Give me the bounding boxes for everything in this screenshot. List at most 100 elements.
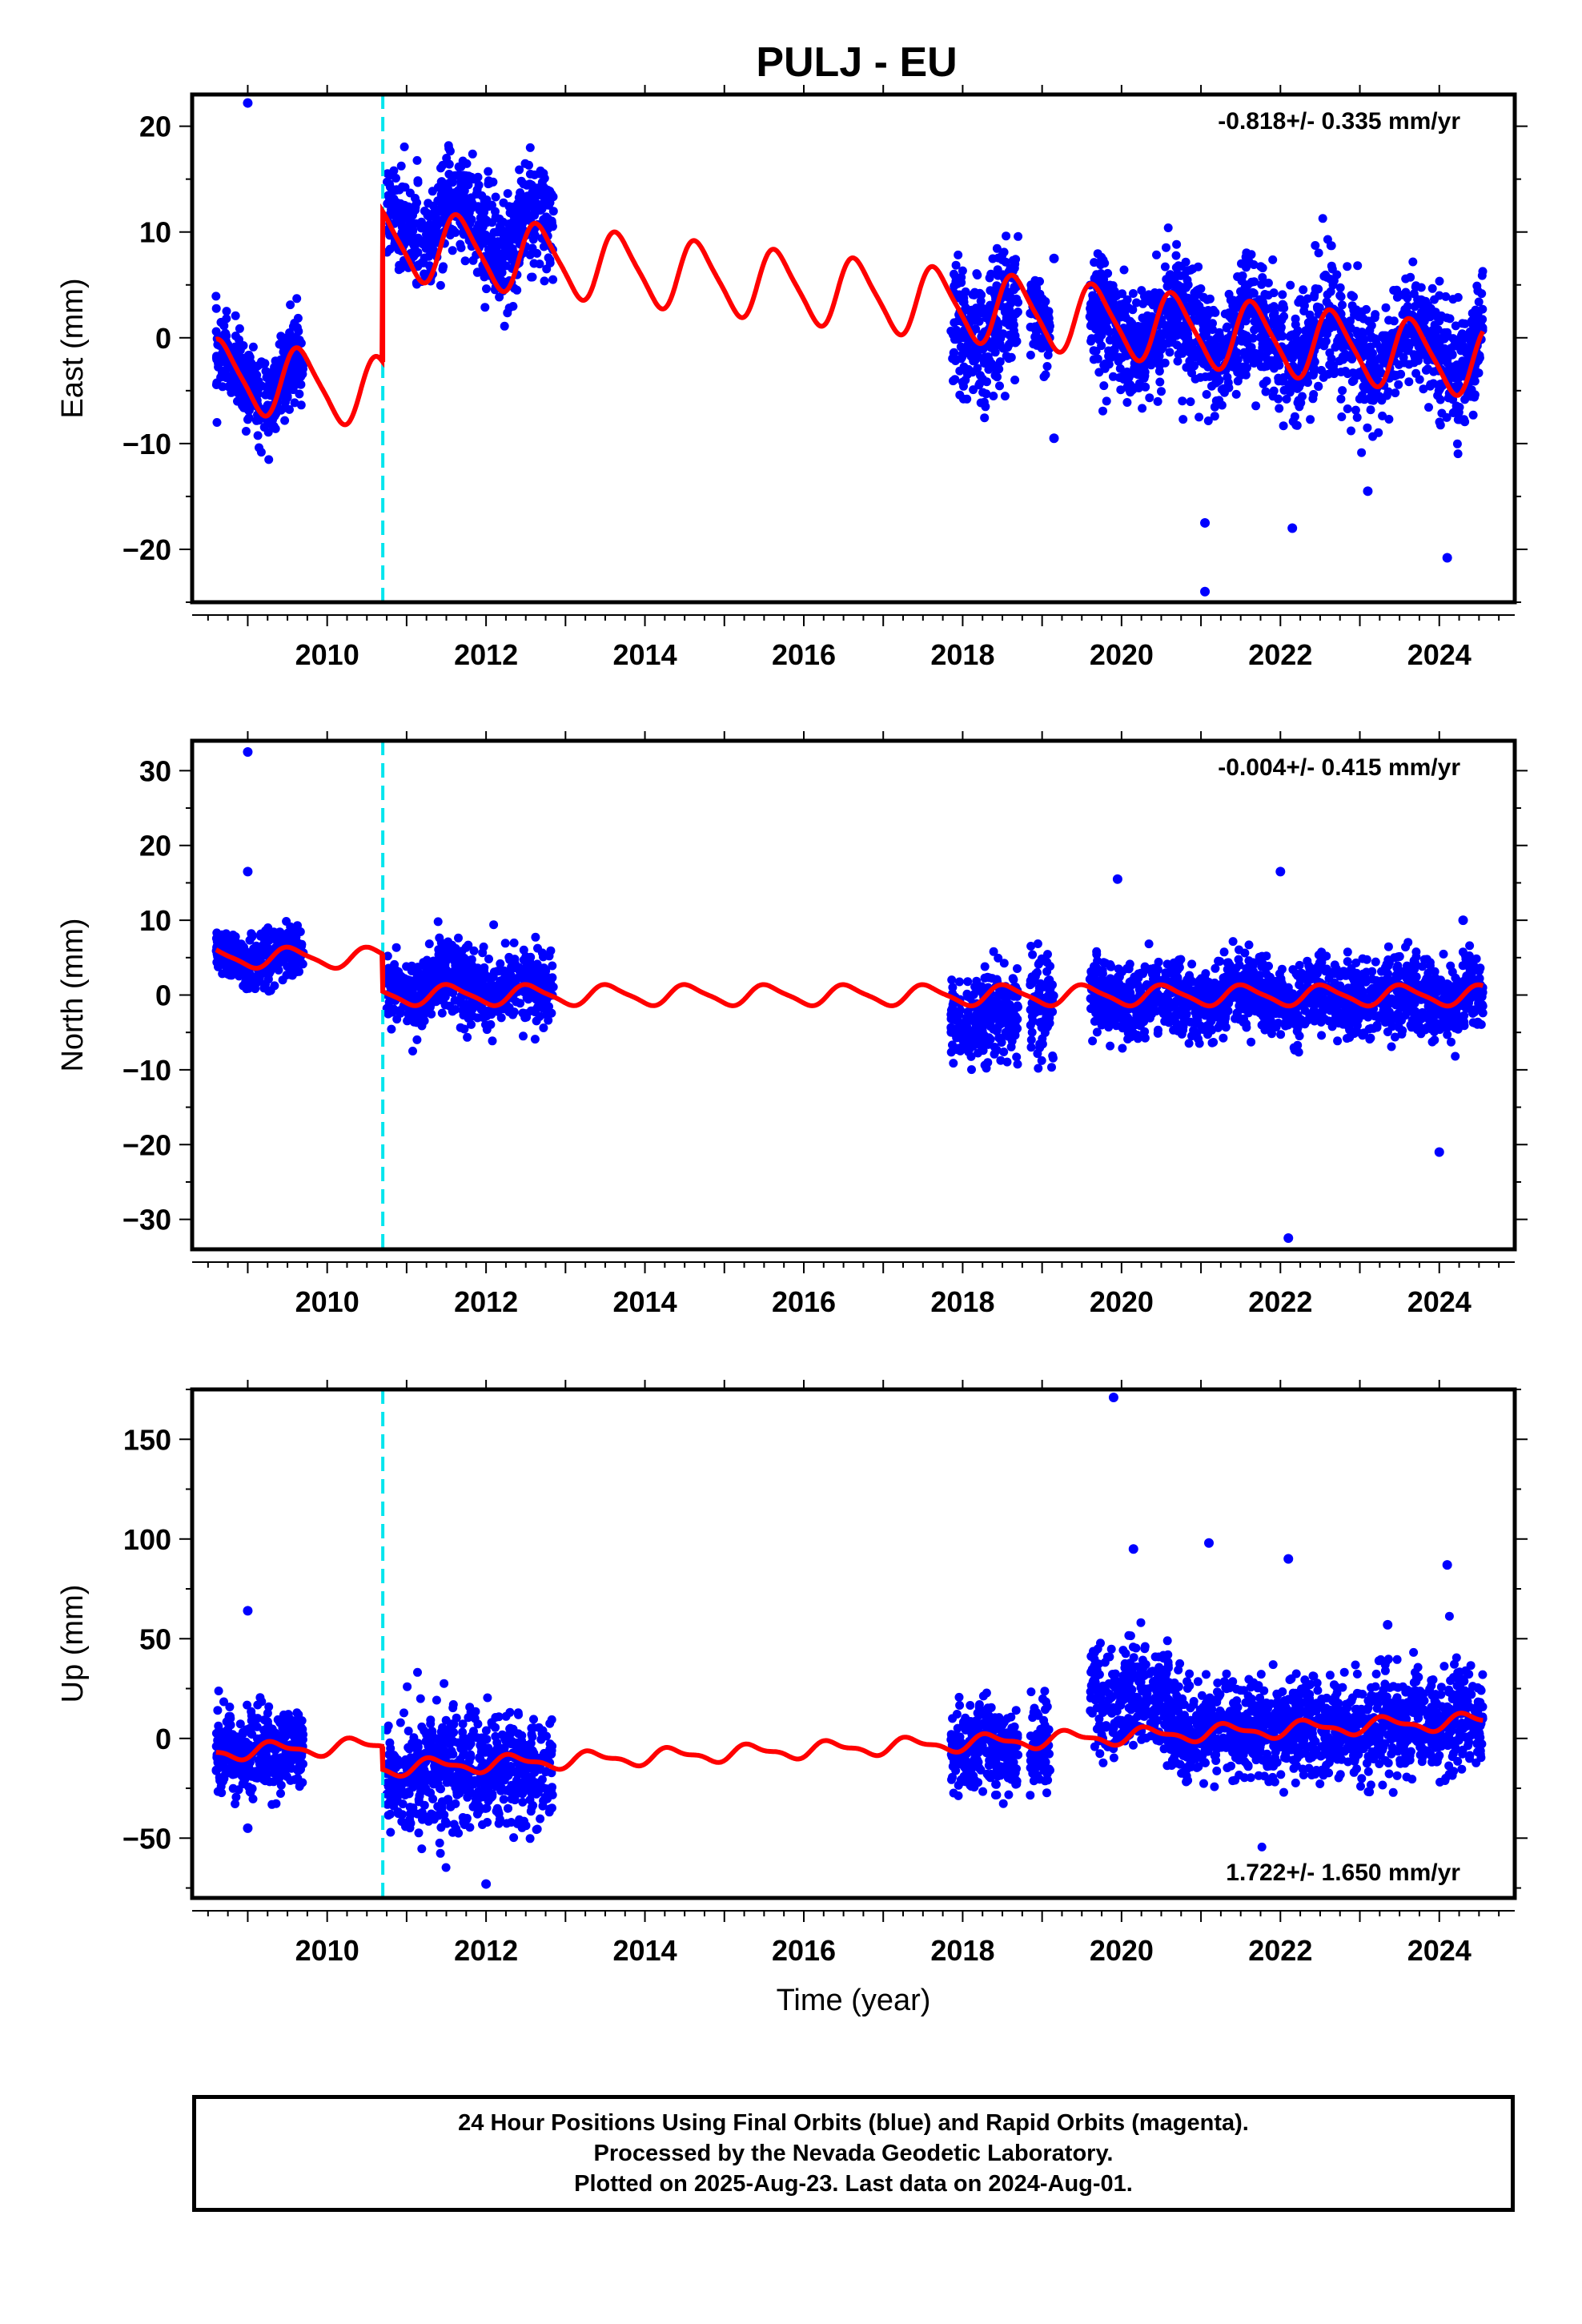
east-point [1145, 297, 1154, 307]
north-point [462, 972, 472, 981]
north-point [266, 967, 275, 976]
north-point [1002, 1010, 1012, 1019]
east-point [1094, 300, 1104, 309]
north-point [387, 1007, 396, 1017]
east-point [1437, 408, 1447, 418]
east-point [392, 202, 402, 211]
east-point [1174, 280, 1183, 290]
east-model-curve [215, 203, 1485, 428]
east-point [1172, 239, 1182, 249]
east-point [951, 260, 961, 270]
north-point [245, 935, 255, 945]
east-point [1157, 387, 1166, 396]
east-point [1451, 321, 1460, 331]
east-point [444, 170, 454, 179]
east-point [998, 251, 1007, 260]
east-point [1032, 340, 1042, 350]
east-point [1152, 250, 1161, 259]
east-point [412, 198, 422, 207]
east-point [544, 187, 554, 196]
east-point [1043, 350, 1053, 360]
east-point [1236, 371, 1246, 380]
east-point [1006, 337, 1016, 347]
east-point [506, 229, 515, 239]
east-point [1228, 296, 1238, 305]
north-point [412, 1035, 422, 1044]
east-point [494, 251, 504, 260]
east-point [1452, 439, 1462, 448]
east-point [1309, 316, 1319, 325]
east-point [990, 348, 1000, 357]
east-point [496, 220, 505, 230]
north-point [387, 1024, 396, 1034]
east-point [263, 418, 272, 428]
east-point [1257, 279, 1267, 289]
north-point [403, 1016, 412, 1026]
east-point [537, 178, 547, 187]
north-point [383, 951, 392, 961]
east-point [1272, 324, 1282, 334]
east-point [1258, 273, 1267, 282]
east-point [1250, 277, 1259, 287]
east-point [1217, 384, 1227, 394]
east-point [265, 374, 275, 384]
east-point [1217, 400, 1227, 410]
east-point [253, 431, 263, 440]
east-x-tick-label: 2016 [772, 638, 836, 671]
east-point [1027, 283, 1036, 293]
north-point [262, 927, 271, 937]
east-point [1471, 308, 1480, 318]
north-point [481, 1020, 490, 1029]
east-point [243, 351, 253, 360]
east-point [1279, 421, 1288, 431]
north-point [509, 938, 519, 947]
east-point [1368, 432, 1378, 441]
east-point [1010, 376, 1020, 384]
east-point [1431, 312, 1441, 321]
north-point [434, 950, 444, 959]
east-point [416, 223, 426, 233]
east-point [1321, 336, 1331, 346]
north-point [963, 977, 973, 987]
east-point [950, 269, 958, 279]
east-point [536, 169, 545, 179]
east-point [292, 373, 302, 383]
north-point [978, 1012, 987, 1022]
east-point [1394, 380, 1403, 389]
east-point [1327, 264, 1337, 274]
north-point [283, 951, 292, 960]
east-point [1355, 368, 1364, 377]
east-point [280, 388, 290, 398]
north-point [240, 946, 250, 955]
north-point [1439, 949, 1448, 959]
east-point [1154, 367, 1164, 376]
east-point [1222, 324, 1231, 332]
north-point [496, 981, 504, 991]
east-point [985, 273, 994, 283]
east-point [462, 159, 472, 168]
north-point [980, 962, 990, 971]
east-point [1347, 377, 1357, 386]
east-point [1439, 328, 1449, 338]
east-point [1257, 300, 1267, 309]
north-point [954, 977, 964, 987]
north-point [225, 943, 235, 953]
east-point [1336, 394, 1346, 404]
north-point [440, 986, 450, 995]
east-point [1291, 314, 1300, 324]
east-point [536, 205, 545, 215]
east-point [1351, 405, 1360, 415]
east-point [480, 196, 489, 206]
east-point [1377, 332, 1387, 342]
north-point [946, 1047, 956, 1057]
east-point [1233, 355, 1243, 364]
north-point [512, 997, 521, 1007]
east-x-tick-label: 2020 [1090, 638, 1154, 671]
east-point [1470, 324, 1480, 334]
east-point [958, 266, 967, 275]
north-point [415, 971, 424, 981]
north-point [1047, 1063, 1056, 1072]
north-point [539, 952, 548, 962]
east-point [1173, 269, 1182, 279]
